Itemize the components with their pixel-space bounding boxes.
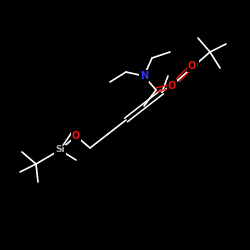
Text: O: O bbox=[188, 61, 196, 71]
Text: Si: Si bbox=[55, 146, 65, 154]
Text: O: O bbox=[190, 61, 198, 71]
Text: N: N bbox=[140, 71, 148, 81]
Text: O: O bbox=[168, 81, 176, 91]
Text: O: O bbox=[72, 131, 80, 141]
